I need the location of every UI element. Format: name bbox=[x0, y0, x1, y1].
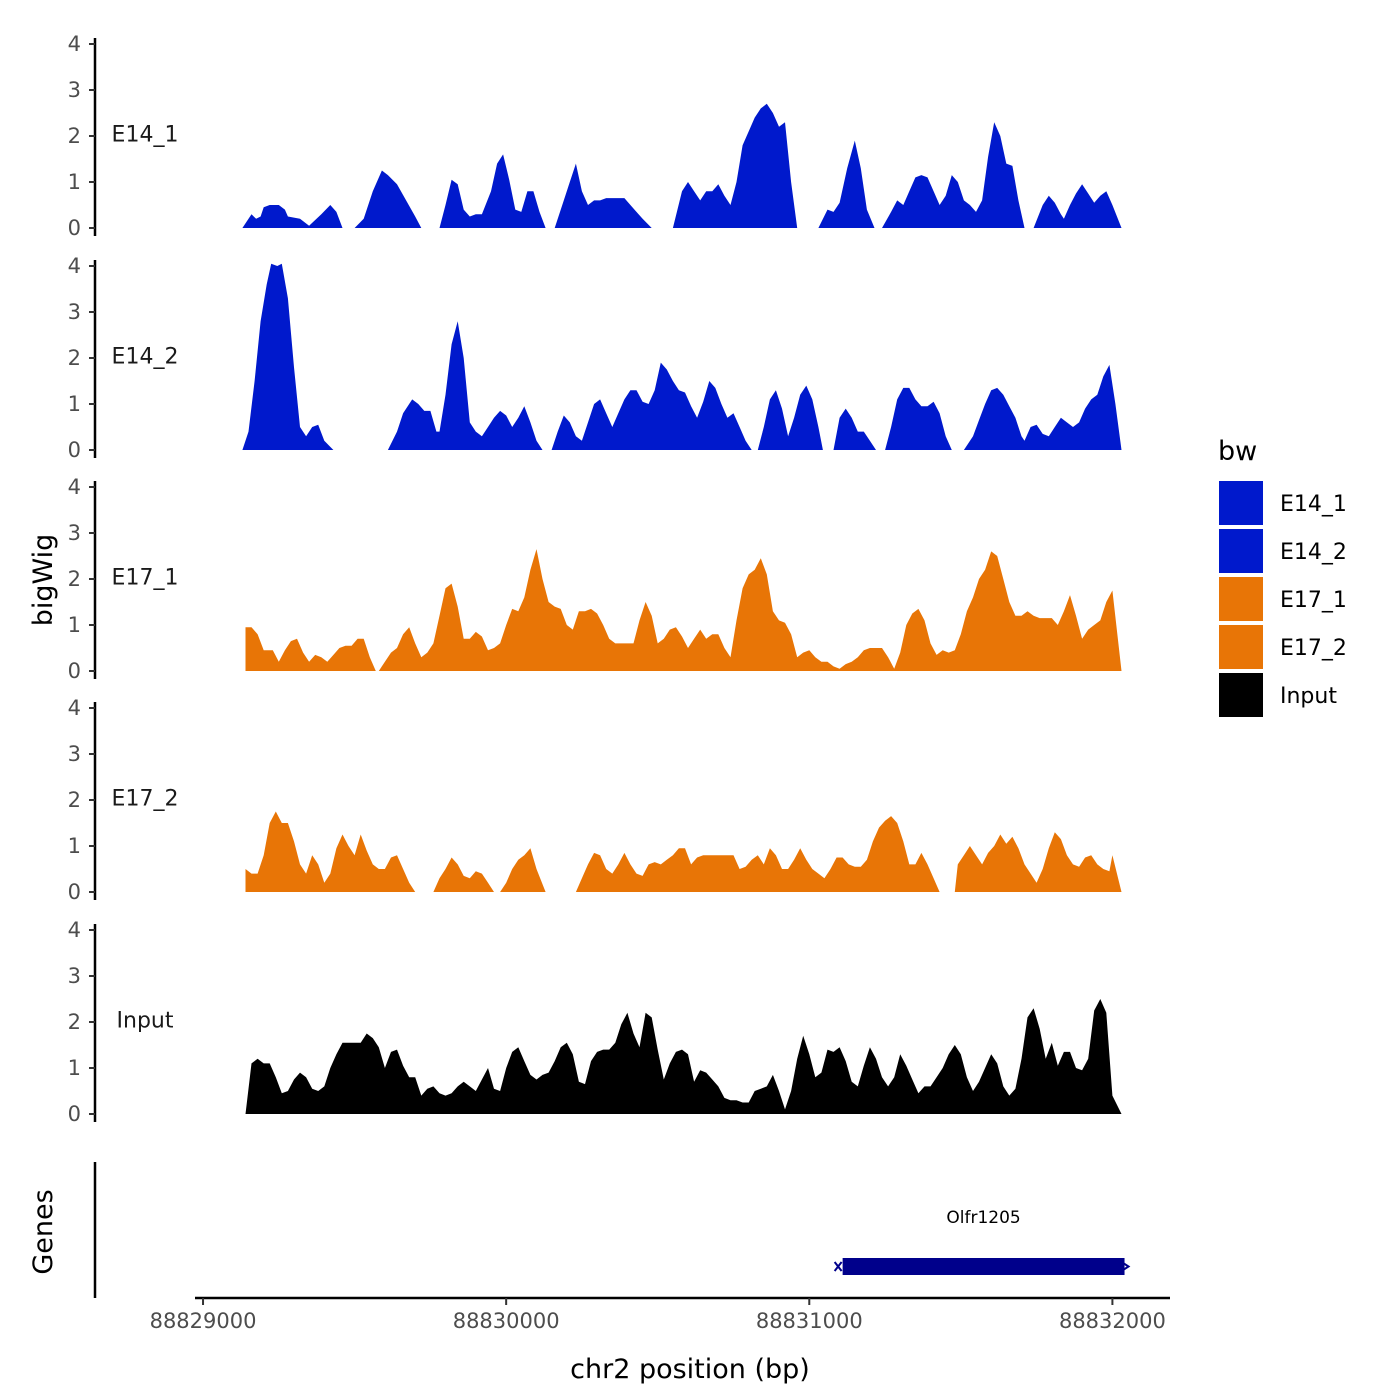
y-tick-label: 1 bbox=[68, 170, 81, 194]
x-tick-label: 88831000 bbox=[756, 1309, 863, 1333]
coverage-area bbox=[554, 163, 652, 228]
track-label: E14_2 bbox=[112, 345, 179, 370]
y-tick-label: 1 bbox=[68, 1056, 81, 1080]
coverage-area bbox=[245, 811, 416, 892]
x-axis: 88829000 88830000 88831000 88832000 bbox=[150, 1296, 1170, 1333]
y-tick-label: 4 bbox=[68, 254, 81, 278]
coverage-area bbox=[1033, 184, 1122, 228]
coverage-area bbox=[354, 170, 422, 228]
coverage-area bbox=[551, 362, 752, 450]
coverage-area bbox=[439, 154, 546, 228]
y-tick-label: 3 bbox=[68, 78, 81, 102]
y-tick-label: 2 bbox=[68, 124, 81, 148]
y-tick-label: 2 bbox=[68, 567, 81, 591]
track-e14-1: 0 1 2 3 4 E14_1 bbox=[68, 32, 1122, 240]
coverage-area bbox=[885, 387, 952, 450]
genes-axis-title: Genes bbox=[28, 1189, 59, 1274]
legend-swatch bbox=[1217, 479, 1265, 527]
legend: bw E14_1 E14_2 E17_1 E17_2 Input bbox=[1217, 436, 1347, 719]
coverage-area bbox=[575, 816, 940, 892]
y-tick-label: 3 bbox=[68, 300, 81, 324]
x-tick-label: 88829000 bbox=[150, 1309, 257, 1333]
coverage-area bbox=[963, 364, 1122, 450]
gene-body bbox=[842, 1258, 1125, 1275]
y-tick-label: 3 bbox=[68, 964, 81, 988]
y-tick-label: 1 bbox=[68, 392, 81, 416]
genes-panel: Olfr1205 bbox=[93, 1162, 1131, 1298]
y-tick-label: 0 bbox=[68, 880, 81, 904]
track-label: E17_2 bbox=[112, 787, 179, 812]
y-tick-label: 3 bbox=[68, 742, 81, 766]
coverage-area bbox=[757, 385, 823, 450]
track-e14-2: 0 1 2 3 4 E14_2 bbox=[68, 254, 1122, 462]
legend-label: E17_2 bbox=[1280, 636, 1347, 661]
coverage-area bbox=[500, 848, 546, 892]
legend-title: bw bbox=[1218, 436, 1257, 467]
y-tick-label: 4 bbox=[68, 918, 81, 942]
y-tick-label: 2 bbox=[68, 1010, 81, 1034]
legend-label: E14_1 bbox=[1280, 492, 1347, 517]
coverage-area bbox=[672, 103, 798, 228]
y-tick-label: 0 bbox=[68, 1102, 81, 1126]
tracks-layer: 0 1 2 3 4 E14_1 0 1 2 3 4 E14_2 0 1 2 3 4 E17_1 0 1 2 3 4 E17_2… bbox=[68, 32, 1122, 1126]
y-tick-label: 3 bbox=[68, 521, 81, 545]
x-axis-title: chr2 position (bp) bbox=[570, 1354, 810, 1385]
y-tick-label: 0 bbox=[68, 438, 81, 462]
legend-label: E14_2 bbox=[1280, 540, 1347, 565]
y-tick-label: 1 bbox=[68, 613, 81, 637]
gene-end-mark bbox=[1120, 1261, 1131, 1272]
track-e17-1: 0 1 2 3 4 E17_1 bbox=[68, 475, 1122, 683]
track-label: Input bbox=[117, 1009, 174, 1034]
coverage-area bbox=[242, 205, 343, 228]
gene-label: Olfr1205 bbox=[946, 1208, 1020, 1228]
legend-swatch bbox=[1217, 671, 1265, 719]
y-tick-label: 0 bbox=[68, 216, 81, 240]
coverage-area bbox=[378, 549, 1122, 671]
coverage-area bbox=[242, 263, 334, 450]
coverage-area bbox=[954, 832, 1122, 892]
y-tick-label: 4 bbox=[68, 32, 81, 56]
legend-swatch bbox=[1217, 575, 1265, 623]
y-tick-label: 4 bbox=[68, 475, 81, 499]
track-e17-2: 0 1 2 3 4 E17_2 bbox=[68, 696, 1122, 904]
y-tick-label: 1 bbox=[68, 834, 81, 858]
legend-label: E17_1 bbox=[1280, 588, 1347, 613]
y-tick-label: 2 bbox=[68, 788, 81, 812]
y-tick-label: 4 bbox=[68, 696, 81, 720]
coverage-area bbox=[387, 321, 543, 450]
coverage-area bbox=[833, 408, 876, 450]
coverage-area bbox=[433, 857, 494, 892]
track-label: E14_1 bbox=[112, 123, 179, 148]
coverage-area bbox=[245, 627, 376, 671]
y-tick-label: 0 bbox=[68, 659, 81, 683]
coverage-area bbox=[245, 999, 1122, 1114]
track-input: 0 1 2 3 4 Input bbox=[68, 918, 1122, 1126]
gene-start-mark bbox=[833, 1261, 843, 1272]
legend-swatch bbox=[1217, 623, 1265, 671]
coverage-area bbox=[818, 140, 875, 228]
x-tick-label: 88830000 bbox=[453, 1309, 560, 1333]
track-label: E17_1 bbox=[112, 566, 179, 591]
x-tick-label: 88832000 bbox=[1059, 1309, 1166, 1333]
y-tick-label: 2 bbox=[68, 346, 81, 370]
y-axis-title: bigWig bbox=[28, 534, 59, 627]
coverage-area bbox=[882, 122, 1025, 228]
legend-label: Input bbox=[1280, 684, 1337, 709]
legend-swatch bbox=[1217, 527, 1265, 575]
